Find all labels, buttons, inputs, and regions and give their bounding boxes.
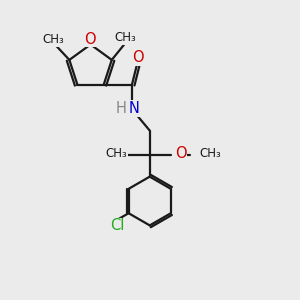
Text: H: H [115,101,126,116]
Text: CH₃: CH₃ [199,147,221,160]
Text: O: O [132,50,144,65]
Text: O: O [84,32,96,46]
Text: CH₃: CH₃ [105,147,127,160]
Text: CH₃: CH₃ [42,34,64,46]
Text: O: O [175,146,186,161]
Text: CH₃: CH₃ [115,32,136,44]
Text: N: N [129,101,140,116]
Text: Cl: Cl [110,218,124,233]
